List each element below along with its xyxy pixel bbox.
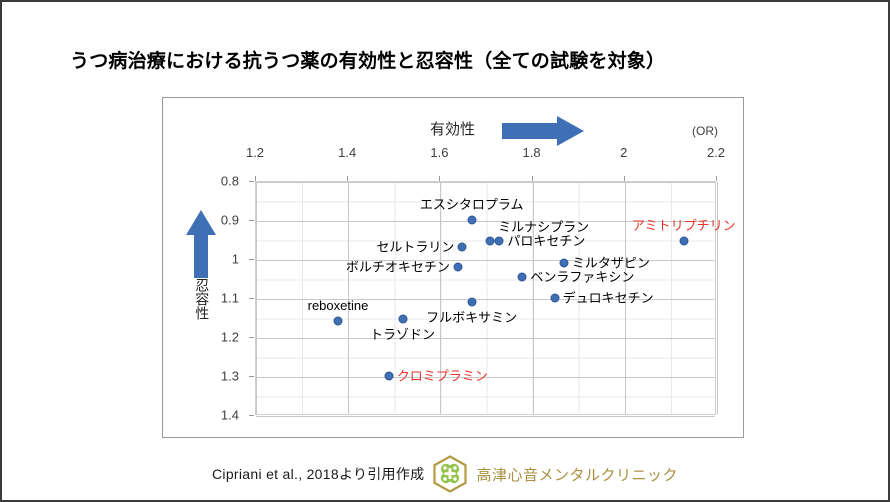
y-axis-tick-mark xyxy=(249,298,254,299)
data-point-label: ミルナシプラン xyxy=(498,219,590,235)
x-axis-unit: (OR) xyxy=(692,124,718,138)
page-title: うつ病治療における抗うつ薬の有効性と忍容性（全ての試験を対象） xyxy=(70,51,666,72)
y-axis-tick-label: 1.2 xyxy=(220,329,239,345)
data-point[interactable] xyxy=(467,215,477,225)
y-axis-tick-label: 0.9 xyxy=(220,212,239,228)
x-gridline xyxy=(348,182,350,414)
data-point[interactable] xyxy=(559,258,569,268)
y-axis-tick-label: 1.3 xyxy=(220,368,239,384)
data-point[interactable] xyxy=(333,316,343,326)
x-axis-tick-label: 1.6 xyxy=(430,145,449,160)
y-axis-tick-mark xyxy=(249,376,254,377)
y-axis-tick-mark xyxy=(249,259,254,260)
data-point-label: ボルチオキセチン xyxy=(345,259,450,275)
x-axis-tick-label: 2 xyxy=(620,145,628,160)
data-point-label: reboxetine xyxy=(307,298,369,314)
tolerability-arrow-icon xyxy=(186,210,216,283)
data-point-label: ミルタザピン xyxy=(571,255,650,271)
efficacy-arrow-icon xyxy=(502,116,584,151)
y-axis-tick-label: 1.1 xyxy=(220,290,239,306)
y-axis-tick-label: 1 xyxy=(231,251,239,267)
data-point[interactable] xyxy=(517,272,527,282)
data-point-label: ベンラファキシン xyxy=(530,269,635,285)
y-gridline xyxy=(256,260,715,261)
data-point-label: エスシタロプラム xyxy=(419,197,524,212)
x-gridline xyxy=(717,182,718,414)
data-point[interactable] xyxy=(453,262,463,272)
data-point[interactable] xyxy=(494,236,504,246)
x-gridline xyxy=(532,182,534,414)
x-axis-title: 有効性 xyxy=(430,121,476,138)
data-point-label: パロキセチン xyxy=(507,233,586,249)
y-gridline xyxy=(256,377,715,378)
x-gridline xyxy=(256,182,257,414)
citation-text: Cipriani et al., 2018より引用作成 xyxy=(212,466,425,482)
x-axis-tick-mark xyxy=(347,176,349,181)
data-point-label: フルボキサミン xyxy=(426,309,518,325)
data-point[interactable] xyxy=(457,242,467,252)
x-gridline xyxy=(440,182,442,414)
data-point-label: トラゾドン xyxy=(370,327,436,343)
hexagon-clover-logo-icon xyxy=(433,455,468,493)
data-point-label: デュロキセチン xyxy=(562,290,654,306)
x-axis-tick-label: 1.2 xyxy=(245,145,265,160)
y-axis-tick-mark xyxy=(249,415,254,416)
x-axis-tick-label: 1.4 xyxy=(338,145,357,160)
data-point[interactable] xyxy=(679,236,689,246)
data-point-label: クロミプラミン xyxy=(396,368,488,384)
y-gridline xyxy=(256,221,715,222)
x-axis-tick-mark xyxy=(531,176,533,181)
data-point[interactable] xyxy=(467,297,477,307)
y-axis-tick-label: 0.8 xyxy=(220,173,239,189)
y-gridline xyxy=(256,416,715,417)
y-axis-title: 忍容性 xyxy=(194,278,211,320)
data-point[interactable] xyxy=(485,236,495,246)
x-axis-tick-mark xyxy=(623,176,625,181)
data-point-label: セルトラリン xyxy=(376,239,455,255)
clinic-name: 高津心音メンタルクリニック xyxy=(476,466,678,484)
y-gridline xyxy=(256,299,715,300)
x-axis-tick-mark xyxy=(255,176,256,181)
data-point[interactable] xyxy=(384,371,394,381)
y-axis-tick-mark xyxy=(249,220,254,221)
footer: Cipriani et al., 2018より引用作成 xyxy=(2,454,888,494)
y-gridline xyxy=(256,338,715,339)
data-point[interactable] xyxy=(550,293,560,303)
x-axis-tick-label: 2.2 xyxy=(706,145,726,160)
x-axis-tick-label: 1.8 xyxy=(522,145,541,160)
data-point-label: アミトリプチリン xyxy=(631,218,736,234)
x-axis-tick-mark xyxy=(716,176,717,181)
x-gridline xyxy=(624,182,626,414)
x-axis-tick-mark xyxy=(439,176,441,181)
data-point[interactable] xyxy=(398,314,408,324)
plot-area xyxy=(255,181,718,417)
y-axis-tick-mark xyxy=(249,181,254,182)
y-axis-tick-label: 1.4 xyxy=(220,407,239,423)
y-axis-tick-mark xyxy=(249,337,254,338)
y-gridline xyxy=(256,182,715,183)
